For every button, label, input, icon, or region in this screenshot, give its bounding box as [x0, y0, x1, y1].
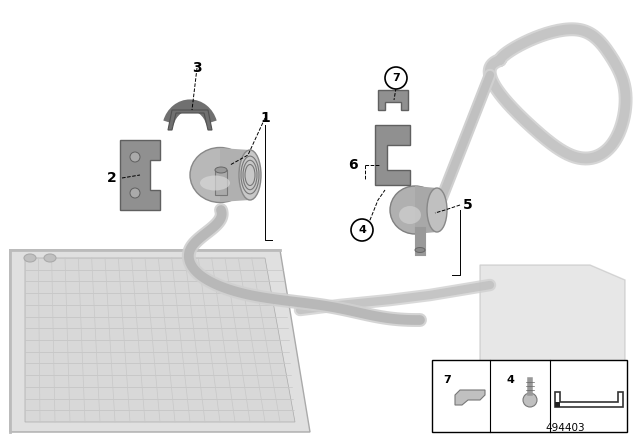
Polygon shape — [10, 250, 310, 432]
Text: 3: 3 — [192, 61, 202, 75]
Polygon shape — [168, 110, 212, 130]
Bar — [432, 360, 627, 432]
Polygon shape — [25, 258, 295, 422]
Circle shape — [130, 152, 140, 162]
Ellipse shape — [427, 188, 447, 232]
Ellipse shape — [239, 150, 261, 200]
Ellipse shape — [390, 186, 440, 234]
Polygon shape — [480, 265, 625, 400]
Ellipse shape — [24, 254, 36, 262]
Polygon shape — [120, 140, 160, 210]
Ellipse shape — [415, 247, 425, 253]
Circle shape — [523, 393, 537, 407]
Ellipse shape — [190, 147, 250, 202]
Text: 4: 4 — [358, 225, 366, 235]
Circle shape — [351, 219, 373, 241]
Polygon shape — [455, 390, 485, 405]
Polygon shape — [375, 125, 410, 185]
Ellipse shape — [215, 167, 227, 173]
Polygon shape — [220, 148, 250, 202]
Text: 2: 2 — [107, 171, 117, 185]
Text: 7: 7 — [392, 73, 400, 83]
Ellipse shape — [399, 206, 421, 224]
Circle shape — [385, 67, 407, 89]
Text: 6: 6 — [348, 158, 358, 172]
Text: 5: 5 — [463, 198, 473, 212]
Text: 494403: 494403 — [545, 423, 585, 433]
Text: 7: 7 — [443, 375, 451, 385]
Polygon shape — [415, 186, 437, 234]
Text: 4: 4 — [506, 375, 514, 385]
Text: 1: 1 — [260, 111, 270, 125]
Bar — [215, 170, 227, 195]
Polygon shape — [555, 402, 560, 407]
Circle shape — [130, 188, 140, 198]
Ellipse shape — [44, 254, 56, 262]
Polygon shape — [378, 90, 408, 110]
Ellipse shape — [200, 176, 230, 190]
